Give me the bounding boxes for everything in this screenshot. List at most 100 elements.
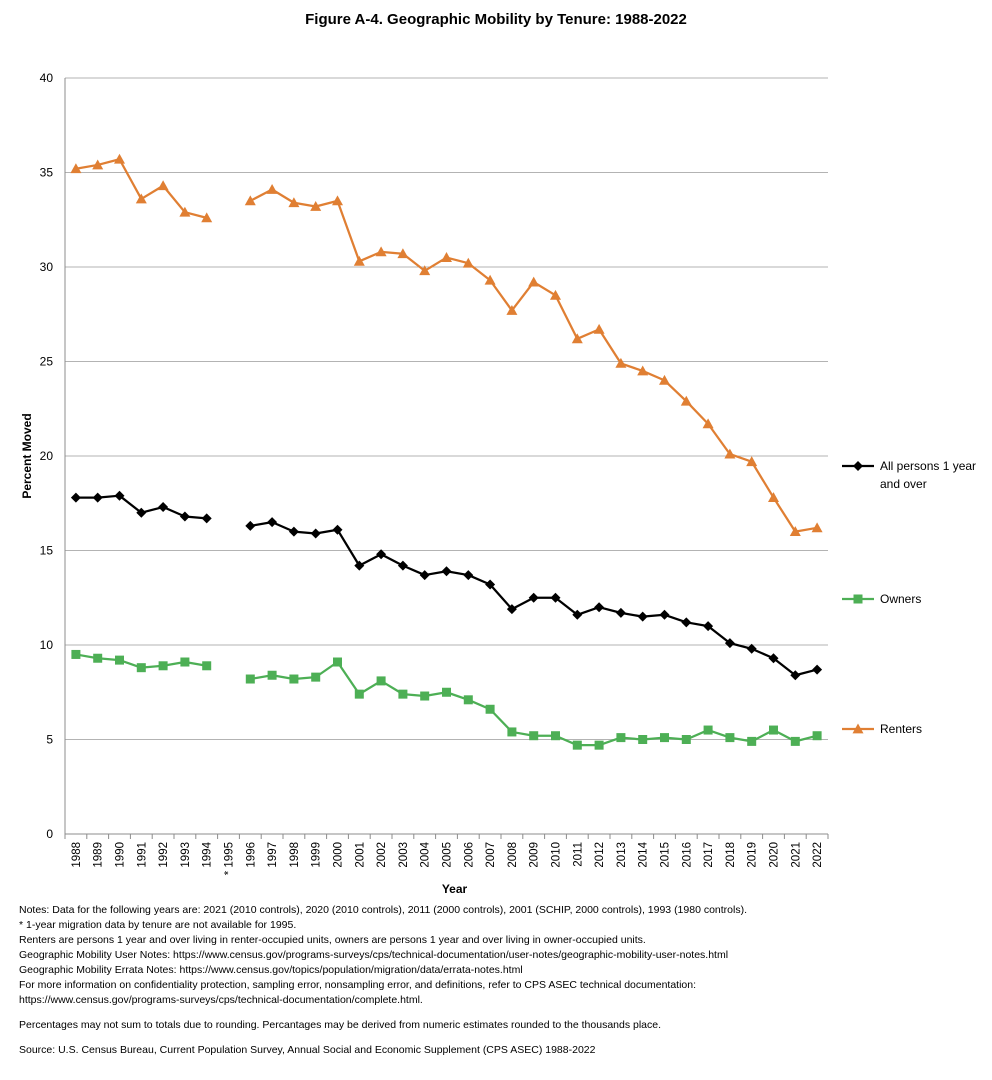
x-tick-label: 2007 — [485, 842, 497, 868]
data-point-owners — [115, 655, 124, 665]
data-point-all — [354, 560, 365, 571]
chart-title: Figure A-4. Geographic Mobility by Tenur… — [305, 11, 687, 28]
data-point-renters — [310, 201, 322, 211]
data-point-owners — [245, 674, 255, 684]
data-point-owners — [289, 674, 299, 684]
y-tick-label: 30 — [40, 260, 54, 274]
data-point-owners — [812, 731, 822, 741]
x-tick-label: 2018 — [725, 842, 737, 868]
y-tick-label: 25 — [40, 355, 54, 369]
data-point-owners — [158, 661, 168, 671]
x-tick-label: 1994 — [202, 841, 214, 867]
data-point-all — [92, 492, 103, 503]
x-tick-label: 2001 — [354, 842, 366, 868]
data-point-all — [136, 507, 147, 518]
x-tick-label: 2000 — [333, 842, 345, 868]
x-tick-label: 2005 — [442, 842, 454, 868]
data-point-renters — [441, 252, 452, 262]
data-point-all — [376, 549, 387, 560]
x-tick-label: 2014 — [638, 841, 650, 867]
x-tick-label: 2010 — [551, 842, 563, 868]
series-line-all — [75, 494, 818, 677]
data-point-owners — [572, 740, 582, 750]
y-tick-label: 15 — [40, 544, 54, 558]
y-tick-label: 0 — [46, 827, 53, 841]
x-tick-label: 2006 — [463, 842, 475, 868]
data-point-renters — [811, 522, 823, 533]
data-point-renters — [135, 193, 147, 204]
data-point-all — [768, 653, 779, 664]
data-point-all — [397, 560, 408, 571]
data-point-renters — [201, 212, 213, 223]
x-tick-label: 1993 — [180, 842, 192, 868]
rounding-note: Percentages may not sum to totals due to… — [19, 1019, 662, 1031]
data-point-renters — [768, 492, 779, 502]
data-point-all — [812, 664, 823, 675]
data-point-all — [179, 511, 190, 522]
x-tick-label: 1999 — [311, 842, 323, 868]
data-point-owners — [790, 736, 800, 746]
data-point-all — [245, 520, 256, 531]
data-point-all — [201, 513, 212, 524]
data-point-owners — [180, 657, 190, 667]
data-point-all — [506, 604, 517, 615]
data-point-all — [288, 526, 299, 537]
data-point-renters — [659, 374, 670, 385]
data-point-owners — [638, 735, 648, 744]
data-point-owners — [136, 663, 146, 673]
data-point-renters — [244, 195, 256, 206]
data-point-all — [615, 607, 626, 618]
data-point-renters — [92, 159, 104, 170]
data-point-renters — [789, 526, 801, 536]
data-point-owners — [769, 725, 778, 735]
source-note: Source: U.S. Census Bureau, Current Popu… — [19, 1044, 596, 1056]
data-point-renters — [615, 357, 627, 368]
data-point-renters — [353, 255, 365, 266]
data-point-renters — [288, 197, 300, 208]
data-point-all — [790, 670, 801, 681]
data-point-all — [332, 524, 343, 535]
data-point-renters — [70, 163, 82, 174]
data-point-owners — [485, 704, 495, 714]
data-point-owners — [267, 670, 277, 680]
x-tick-label: 2015 — [660, 842, 672, 868]
data-point-all — [114, 490, 125, 501]
note-line: Geographic Mobility User Notes: https://… — [19, 949, 729, 961]
data-point-all — [724, 638, 735, 649]
x-tick-label: 2017 — [703, 842, 715, 868]
x-tick-label: * 1995 — [224, 842, 236, 875]
x-tick-label: 2011 — [572, 842, 584, 867]
data-point-owners — [311, 672, 321, 682]
data-point-renters — [528, 276, 540, 287]
data-point-renters — [702, 418, 714, 429]
data-point-all — [681, 617, 692, 628]
x-tick-label: 2003 — [398, 842, 410, 868]
data-point-renters — [462, 257, 474, 268]
chart-notes: Notes: Data for the following years are:… — [19, 903, 979, 1058]
data-point-renters — [397, 248, 409, 259]
data-point-renters — [746, 456, 758, 467]
legend-label: All persons 1 year — [880, 459, 976, 473]
data-point-owners — [681, 735, 691, 744]
data-point-renters — [571, 333, 583, 344]
data-point-owners — [333, 657, 342, 667]
data-point-renters — [114, 153, 125, 164]
data-point-all — [70, 492, 81, 503]
legend-label: and over — [880, 477, 927, 491]
data-point-all — [637, 611, 648, 622]
legend-label: Renters — [880, 722, 922, 736]
x-tick-label: 2009 — [529, 842, 541, 868]
y-axis-title: Percent Moved — [20, 413, 34, 498]
data-point-owners — [725, 733, 735, 743]
data-point-all — [267, 517, 278, 528]
note-line: https://www.census.gov/programs-surveys/… — [19, 994, 423, 1006]
y-tick-label: 20 — [40, 449, 54, 463]
data-point-all — [594, 602, 605, 613]
data-point-all — [485, 579, 496, 590]
data-point-all — [528, 592, 539, 603]
x-tick-label: 2002 — [376, 842, 388, 868]
x-tick-label: 2012 — [594, 842, 606, 868]
data-point-owners — [71, 649, 81, 659]
x-tick-label: 1989 — [93, 842, 105, 868]
note-line: Geographic Mobility Errata Notes: https:… — [19, 964, 523, 976]
